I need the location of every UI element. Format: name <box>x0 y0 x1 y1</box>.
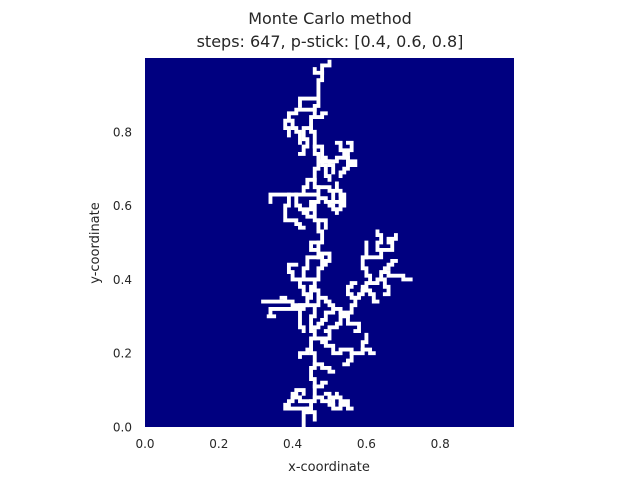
cluster-branch-47 <box>323 329 332 345</box>
cluster-branch-18 <box>327 192 347 212</box>
cluster-branch-41 <box>379 233 398 252</box>
cluster-branch-38 <box>360 270 413 293</box>
y-tick-label: 0.2 <box>113 347 132 361</box>
x-axis-label: x-coordinate <box>288 460 370 475</box>
cluster-branch-2 <box>298 96 317 108</box>
cluster-branch-33 <box>331 306 361 333</box>
cluster-branch-19 <box>334 181 343 197</box>
cluster-branch-4 <box>312 111 328 119</box>
cluster-branch-23 <box>316 251 332 267</box>
chart-title: Monte Carlo method <box>248 9 412 28</box>
y-tick-label: 0.4 <box>113 273 132 287</box>
y-tick-label: 0.8 <box>113 125 132 139</box>
cluster-branch-56 <box>305 410 317 422</box>
x-tick-label: 0.0 <box>135 437 154 451</box>
y-tick-label: 0.6 <box>113 199 132 213</box>
x-tick-label: 0.2 <box>209 437 228 451</box>
cluster-branch-54 <box>323 391 336 407</box>
x-tick-label: 0.8 <box>431 437 450 451</box>
y-tick-label: 0.0 <box>113 421 132 435</box>
cluster-branch-32 <box>312 295 336 330</box>
cluster-branch-34 <box>327 310 343 330</box>
cluster-branch-39 <box>360 240 373 286</box>
cluster-branch-50 <box>312 380 328 389</box>
chart-subtitle: steps: 647, p-stick: [0.4, 0.6, 0.8] <box>197 32 464 51</box>
cluster-branch-21 <box>316 218 328 230</box>
cluster-branch-7 <box>312 144 336 175</box>
x-axis-ticks: 0.0 0.2 0.4 0.6 0.8 <box>135 437 449 451</box>
heatmap-background <box>145 58 514 427</box>
cluster-branch-11 <box>334 140 347 160</box>
cluster-branch-46 <box>360 332 369 352</box>
cluster-branch-31 <box>279 295 288 304</box>
cluster-branch-36 <box>346 281 358 300</box>
cluster-branch-22 <box>309 240 321 252</box>
cluster-branch-42 <box>379 277 391 297</box>
cluster-branch-49 <box>312 362 336 374</box>
cluster-branch-45 <box>342 351 354 367</box>
cluster-branch-30 <box>298 303 306 333</box>
cluster-branch-52 <box>290 388 306 400</box>
cluster-branch-10 <box>338 155 358 179</box>
cluster-branch-27 <box>309 284 317 300</box>
cluster-branch-48 <box>298 347 313 359</box>
y-axis-label: y-coordinate <box>88 202 103 284</box>
cluster-branch-20 <box>305 199 317 212</box>
cluster-branch-40 <box>364 229 384 260</box>
cluster-branch-43 <box>382 259 398 274</box>
cluster-branch-55 <box>334 391 343 407</box>
cluster-branch-8 <box>316 159 332 182</box>
cluster-branch-53 <box>312 395 354 411</box>
cluster-branch-25 <box>286 262 317 282</box>
cluster-branch-6 <box>298 126 313 156</box>
cluster-branch-13 <box>301 177 317 197</box>
cluster-branch-35 <box>346 288 369 319</box>
cluster-branch-15 <box>283 192 306 230</box>
cluster-branch-16 <box>294 192 313 219</box>
cluster-branch-1 <box>312 67 325 75</box>
cluster-branch-5 <box>283 118 291 138</box>
cluster-branch-37 <box>360 288 380 304</box>
y-axis-ticks: 0.0 0.2 0.4 0.6 0.8 <box>113 125 132 434</box>
x-tick-label: 0.4 <box>283 437 302 451</box>
dla-cluster <box>261 59 413 429</box>
x-tick-label: 0.6 <box>357 437 376 451</box>
cluster-branch-26 <box>298 277 310 308</box>
cluster-branch-0 <box>301 59 332 429</box>
cluster-branch-12 <box>316 185 336 201</box>
cluster-branch-24 <box>301 255 321 278</box>
